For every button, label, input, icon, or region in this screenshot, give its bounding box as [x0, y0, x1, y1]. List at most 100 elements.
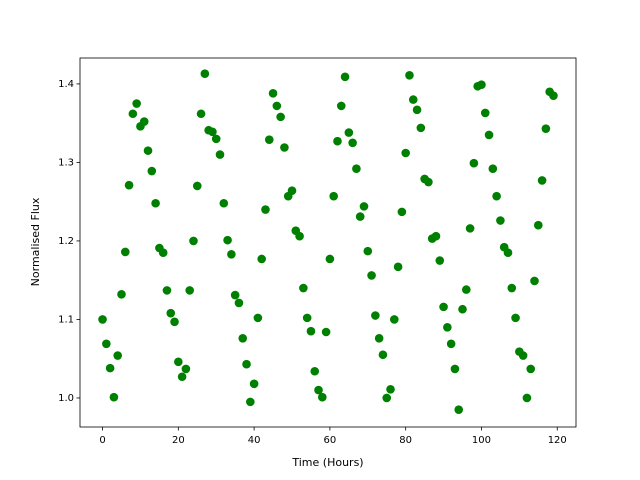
point	[480, 108, 490, 118]
point	[484, 130, 494, 140]
point	[128, 109, 138, 119]
point	[393, 262, 403, 272]
point	[541, 124, 551, 133]
point	[268, 89, 278, 98]
point	[105, 363, 115, 373]
point	[200, 69, 210, 79]
point	[219, 198, 229, 208]
point	[174, 357, 183, 367]
point	[246, 397, 255, 407]
point	[117, 290, 126, 299]
point	[211, 134, 221, 144]
point	[530, 276, 539, 286]
point	[318, 392, 327, 402]
point	[458, 304, 467, 314]
x-tick-label: 80	[399, 435, 412, 446]
point	[170, 317, 179, 327]
point	[336, 101, 346, 111]
point	[348, 138, 357, 148]
point	[450, 364, 460, 374]
point	[522, 393, 532, 403]
point	[242, 359, 251, 369]
y-axis-label: Normalised Flux	[29, 197, 42, 286]
point	[503, 248, 513, 258]
point	[253, 313, 263, 323]
point	[533, 220, 543, 230]
point	[215, 150, 225, 159]
x-tick-label: 40	[248, 435, 261, 446]
point	[109, 392, 119, 402]
point	[390, 315, 399, 324]
point	[314, 385, 323, 395]
point	[192, 181, 202, 191]
point	[124, 180, 134, 190]
point	[401, 148, 410, 158]
point	[310, 366, 320, 376]
point	[295, 231, 304, 241]
point	[386, 385, 395, 394]
point	[511, 313, 520, 323]
point	[280, 143, 289, 152]
point	[526, 364, 536, 374]
y-tick-label: 1.4	[58, 79, 74, 90]
point	[435, 256, 445, 265]
point	[333, 136, 342, 146]
point	[443, 322, 452, 332]
point	[261, 205, 270, 214]
point	[408, 95, 418, 104]
point	[181, 364, 191, 374]
point	[208, 127, 217, 137]
point	[424, 177, 433, 187]
point	[162, 286, 172, 295]
point	[321, 327, 331, 337]
point	[405, 70, 414, 80]
x-tick-label: 100	[472, 435, 491, 446]
point	[143, 146, 153, 155]
plot-frame	[79, 57, 577, 428]
point	[276, 112, 285, 122]
point	[344, 128, 354, 137]
point	[371, 311, 380, 320]
y-tick-label: 1.0	[58, 393, 74, 404]
point	[507, 283, 517, 293]
point	[223, 235, 232, 245]
point	[431, 231, 441, 241]
point	[272, 101, 282, 111]
point	[465, 224, 475, 233]
x-tick-label: 20	[172, 435, 185, 446]
point	[329, 191, 338, 201]
point	[488, 164, 498, 173]
point	[151, 198, 160, 208]
point	[378, 350, 388, 360]
y-tick-label: 1.3	[58, 157, 74, 168]
point	[287, 186, 297, 195]
point	[306, 326, 316, 336]
y-tick-label: 1.1	[58, 314, 74, 325]
x-tick-label: 60	[324, 435, 337, 446]
point	[257, 254, 266, 264]
point	[462, 285, 471, 294]
point	[416, 123, 426, 133]
point	[299, 283, 308, 293]
point	[147, 166, 157, 176]
point	[477, 80, 486, 89]
point	[340, 72, 350, 82]
point	[549, 91, 558, 100]
x-axis-label: Time (Hours)	[291, 456, 363, 469]
point	[454, 405, 464, 415]
point	[98, 315, 107, 324]
point	[158, 248, 168, 258]
point	[238, 333, 248, 343]
point	[352, 164, 361, 173]
point	[234, 298, 244, 308]
point	[132, 99, 141, 108]
point	[302, 313, 312, 323]
point	[518, 351, 528, 360]
point	[382, 393, 392, 403]
point	[439, 302, 448, 312]
point	[446, 339, 456, 349]
point	[537, 176, 547, 185]
point	[496, 216, 505, 225]
